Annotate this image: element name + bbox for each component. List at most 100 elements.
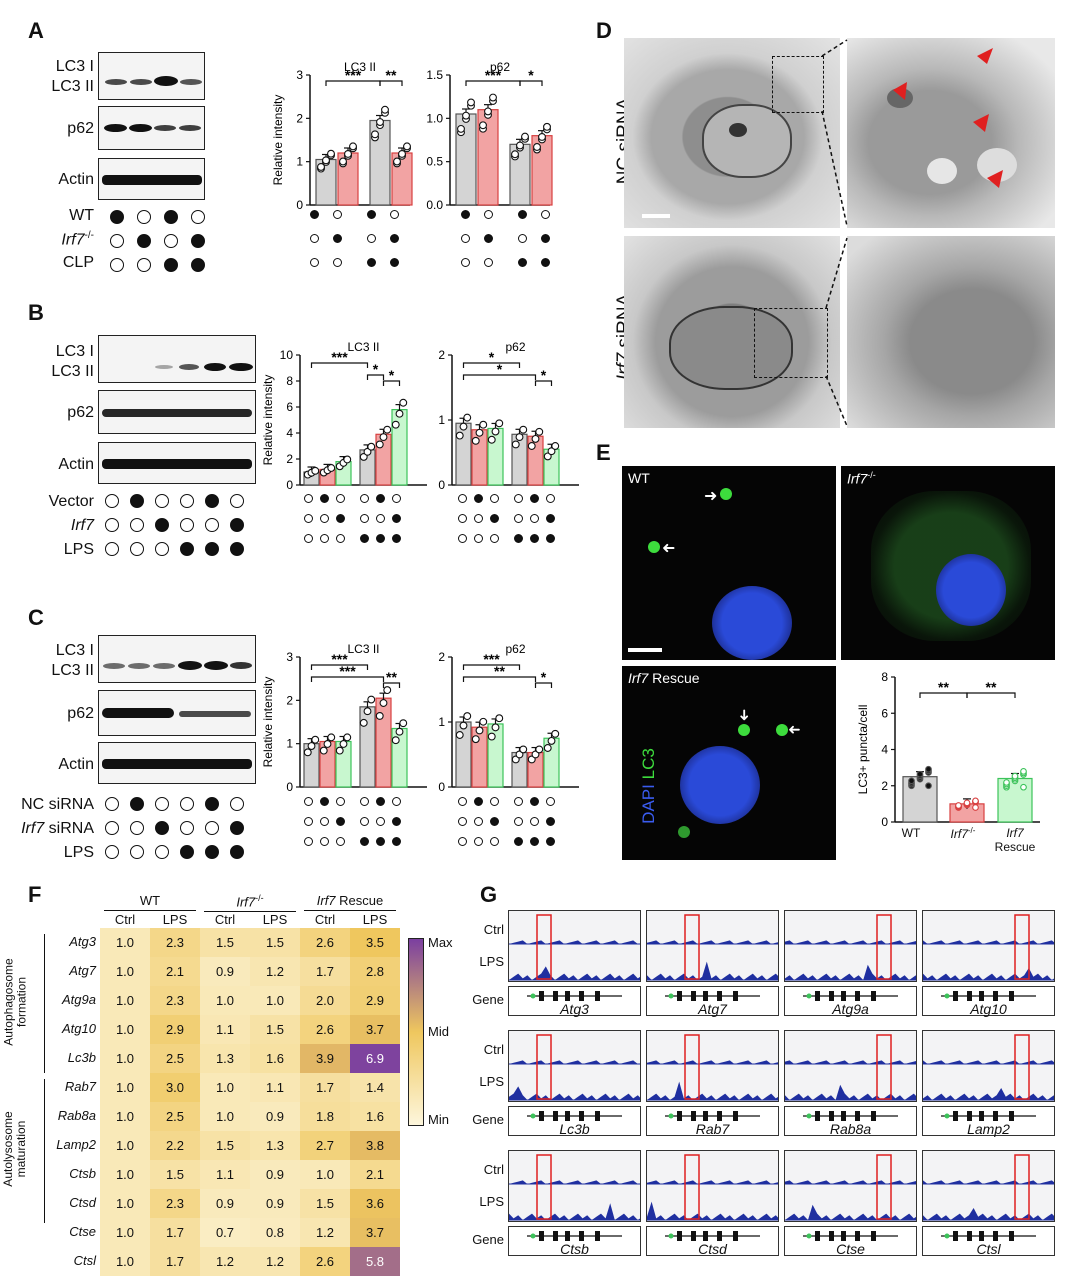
data-point — [491, 723, 500, 732]
y-tick-label: 2 — [286, 693, 293, 707]
significance-bracket — [366, 374, 385, 380]
data-point — [491, 427, 500, 436]
fluor-wt: WT ➜ ➜ — [622, 466, 836, 660]
blot-b-actin — [98, 442, 256, 484]
data-point — [463, 712, 472, 721]
data-point — [343, 733, 352, 742]
heatmap-row-label: Atg9a — [62, 992, 96, 1007]
heatmap-cell: 0.8 — [250, 1218, 300, 1247]
y-tick-label: 0 — [296, 198, 303, 212]
heatmap-cell: 2.1 — [150, 957, 200, 986]
heatmap-cell: 1.0 — [100, 1218, 150, 1247]
gene-model: Rab8a — [784, 1106, 917, 1137]
data-point — [457, 124, 465, 133]
condition-dot — [230, 797, 244, 811]
heatmap-column-label: Ctrl — [314, 912, 336, 927]
heatmap-group-label: Irf7 Rescue — [304, 893, 396, 911]
track-row-label: LPS — [479, 1074, 504, 1089]
fluor-ko: Irf7-/- — [841, 466, 1055, 660]
heatmap-row-label: Ctsd — [69, 1195, 96, 1210]
significance-bracket — [379, 80, 403, 86]
data-point — [367, 442, 376, 451]
heatmap-column-label: Ctrl — [214, 912, 236, 927]
data-point — [471, 436, 480, 445]
data-point — [322, 156, 330, 165]
heatmap-cell: 1.0 — [100, 957, 150, 986]
legend-max: Max — [428, 935, 453, 950]
x-label-wt-e: WT — [901, 826, 921, 840]
y-tick-label: 1 — [438, 413, 445, 427]
data-point — [955, 802, 962, 809]
heatmap-cell: 2.3 — [150, 1189, 200, 1218]
heatmap-cell: 1.5 — [150, 1160, 200, 1189]
data-point — [538, 132, 546, 141]
condition-dot — [530, 514, 539, 523]
heatmap-cell: 2.5 — [150, 1102, 200, 1131]
heatmap-row: 1.0 2.1 0.9 1.2 1.7 2.8 — [100, 957, 400, 986]
track-box — [646, 910, 779, 982]
heatmap-cell: 1.1 — [250, 1073, 300, 1102]
condition-dot — [514, 514, 523, 523]
gene-structure — [941, 991, 1036, 1001]
heatmap-cell: 1.2 — [250, 1247, 300, 1276]
condition-dot — [205, 542, 219, 556]
condition-dot — [205, 797, 219, 811]
irf7-sirna-label: Irf7 siRNA — [21, 820, 94, 837]
track-signal — [785, 1154, 916, 1221]
condition-dot — [514, 797, 523, 806]
significance-stars: ** — [986, 679, 997, 695]
heatmap-cell: 0.9 — [250, 1102, 300, 1131]
lc3ii-label: LC3 II — [51, 78, 94, 95]
data-point — [531, 434, 540, 443]
condition-dot — [205, 845, 219, 859]
condition-dot — [474, 494, 483, 503]
significance-stars: * — [528, 67, 534, 83]
data-point — [1020, 768, 1027, 775]
heatmap-cell: 1.0 — [200, 1073, 250, 1102]
significance-bracket — [519, 80, 543, 86]
data-point — [972, 804, 979, 811]
heatmap-column-label: Ctrl — [114, 912, 136, 927]
condition-dot — [180, 845, 194, 859]
condition-dot — [546, 837, 555, 846]
data-point — [908, 777, 915, 785]
data-point — [484, 107, 492, 116]
heatmap-row: 1.0 2.2 1.5 1.3 2.7 3.8 — [100, 1131, 400, 1160]
condition-dot — [155, 821, 169, 835]
heatmap-cell: 3.8 — [350, 1131, 400, 1160]
panel-d-label: D — [596, 18, 612, 43]
gene-name: Atg10 — [970, 1001, 1007, 1017]
heatmap-cell: 1.5 — [300, 1189, 350, 1218]
actin-label-b: Actin — [58, 456, 94, 473]
condition-dot — [105, 821, 119, 835]
heatmap-row: 1.0 1.5 1.1 0.9 1.0 2.1 — [100, 1160, 400, 1189]
heatmap-cell: 1.7 — [300, 1073, 350, 1102]
track-box — [784, 1030, 917, 1102]
condition-dot — [458, 817, 467, 826]
heatmap-cell: 0.7 — [200, 1218, 250, 1247]
data-point — [327, 149, 335, 158]
heatmap-row-label: Ctse — [69, 1224, 96, 1239]
data-point — [327, 464, 336, 472]
chart-title: p62 — [505, 642, 525, 656]
significance-stars: *** — [483, 651, 500, 667]
data-point — [403, 142, 411, 151]
wt-label-a: WT — [69, 207, 94, 224]
track-row-label: Ctrl — [483, 1162, 504, 1177]
track-signal — [509, 1034, 640, 1101]
data-point — [543, 452, 552, 461]
data-point — [547, 736, 556, 745]
gene-name: Rab8a — [829, 1121, 872, 1137]
data-point — [972, 797, 979, 805]
data-point — [335, 746, 344, 755]
condition-dot — [336, 494, 345, 503]
heatmap-row-label: Ctsb — [69, 1166, 96, 1181]
track-signal — [923, 914, 1054, 981]
y-axis-label: Relative intensity — [271, 95, 285, 186]
y-tick-label: 0.5 — [426, 155, 443, 169]
heatmap-cell: 2.1 — [350, 1160, 400, 1189]
